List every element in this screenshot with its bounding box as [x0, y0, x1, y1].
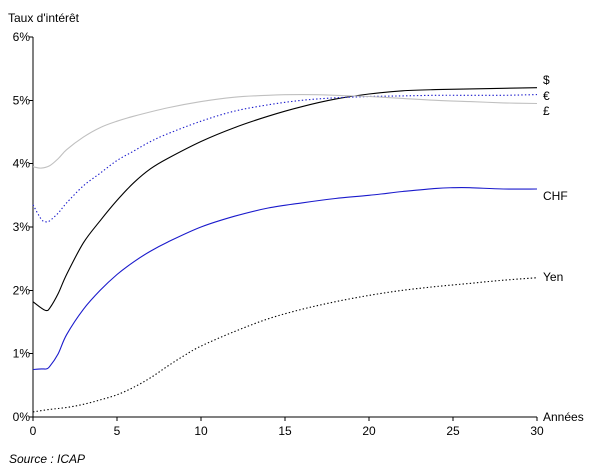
source-note: Source : ICAP: [9, 452, 85, 466]
x-tick-label: 20: [362, 424, 376, 438]
series-line-usd: [32, 87, 538, 312]
x-tick-label: 5: [114, 424, 121, 438]
x-tick-label: 15: [278, 424, 292, 438]
x-axis-title: Années: [543, 410, 584, 424]
series-lines: [32, 87, 538, 413]
x-tick-label: 0: [30, 424, 37, 438]
series-label-usd: $: [543, 73, 550, 87]
y-tick-label: 3%: [13, 220, 31, 234]
series-label-chf: CHF: [543, 189, 568, 203]
y-tick-label: 5%: [13, 93, 31, 107]
y-tick-label: 6%: [13, 30, 31, 44]
series-line-gbp: [32, 94, 538, 169]
series-labels: $ €£ CHF Yen: [543, 73, 568, 284]
series-line-yen: [32, 277, 538, 413]
series-line-eur: [32, 94, 538, 223]
x-tick-label: 10: [194, 424, 208, 438]
y-tick-label: 2%: [13, 283, 31, 297]
series-line-chf: [32, 187, 538, 371]
series-label-yen: Yen: [543, 270, 563, 284]
x-tick-label: 25: [446, 424, 460, 438]
y-tick-label: 4%: [13, 157, 31, 171]
y-axis-title: Taux d'intérêt: [8, 11, 80, 25]
y-tick-label: 0%: [13, 410, 31, 424]
series-label-gbp: £: [543, 104, 550, 118]
x-tick-label: 30: [530, 424, 544, 438]
y-tick-label: 1%: [13, 347, 31, 361]
series-label-eur: €: [543, 89, 550, 103]
axes: 0% 1% 2% 3% 4% 5% 6% 0 5 10 15 20 25 30: [13, 30, 544, 438]
